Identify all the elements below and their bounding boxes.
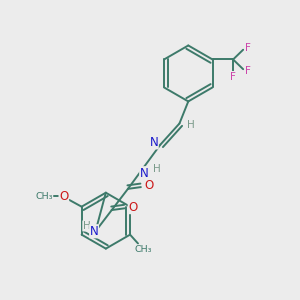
- Text: O: O: [59, 190, 69, 203]
- Text: O: O: [128, 201, 137, 214]
- Text: CH₃: CH₃: [135, 245, 152, 254]
- Text: O: O: [145, 179, 154, 192]
- Text: N: N: [149, 136, 158, 149]
- Text: H: H: [187, 120, 194, 130]
- Text: CH₃: CH₃: [35, 192, 53, 201]
- Text: H: H: [153, 164, 160, 174]
- Text: H: H: [83, 221, 91, 231]
- Text: F: F: [245, 43, 251, 53]
- Text: N: N: [140, 167, 148, 180]
- Text: N: N: [90, 225, 98, 238]
- Text: F: F: [245, 66, 251, 76]
- Text: F: F: [230, 71, 236, 82]
